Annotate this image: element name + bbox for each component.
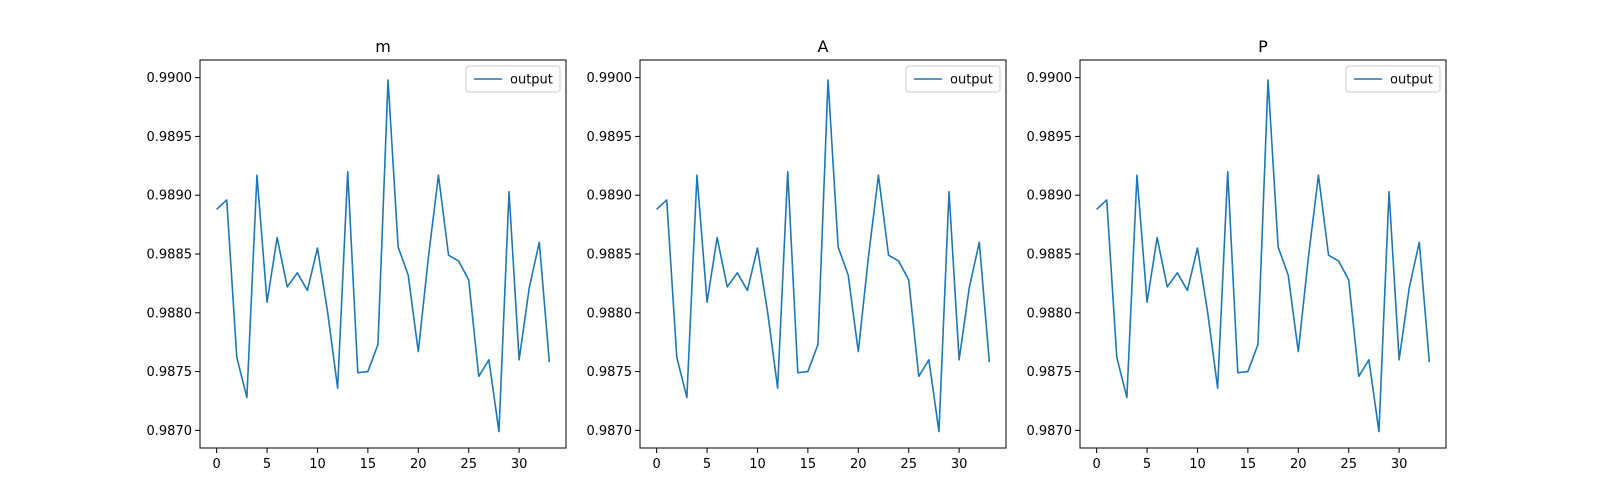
y-tick-label: 0.9870 [147, 424, 193, 439]
x-tick-label: 5 [263, 457, 271, 472]
x-tick-label: 5 [1143, 457, 1151, 472]
y-tick-label: 0.9870 [587, 424, 633, 439]
y-tick-label: 0.9900 [147, 71, 193, 86]
legend-label: output [1390, 73, 1433, 88]
x-tick-label: 10 [1189, 457, 1206, 472]
x-tick-label: 25 [1340, 457, 1357, 472]
legend-box [905, 65, 1001, 93]
y-tick-label: 0.9885 [147, 248, 193, 263]
subplot-0: m 0 5 10 15 20 25 30 0.9870 0.9875 0.9880 0.9885 0.9… [147, 37, 567, 472]
y-tick-label: 0.9880 [1027, 306, 1073, 321]
subplot-2: P 0 5 10 15 20 25 30 0.9870 0.9875 0.9880 0.9885 0.9… [1027, 37, 1447, 472]
x-tick-label: 0 [1092, 457, 1100, 472]
x-tick-label: 30 [951, 457, 968, 472]
legend: output [465, 65, 561, 93]
y-tick-label: 0.9895 [1027, 130, 1073, 145]
y-tick-label: 0.9875 [147, 365, 193, 380]
y-tick-label: 0.9900 [1027, 71, 1073, 86]
x-tick-label: 15 [800, 457, 817, 472]
y-tick-label: 0.9875 [1027, 365, 1073, 380]
axes-frame [639, 59, 1007, 449]
series-line-output [216, 79, 551, 433]
y-tick-label: 0.9870 [1027, 424, 1073, 439]
axes-frame [199, 59, 567, 449]
legend: output [905, 65, 1001, 93]
subplot-1: A 0 5 10 15 20 25 30 0.9870 0.9875 0.9880 0.9885 0.9… [587, 37, 1007, 472]
x-tick-label: 25 [900, 457, 917, 472]
x-tick-label: 0 [652, 457, 660, 472]
legend-label: output [510, 73, 553, 88]
x-tick-label: 10 [749, 457, 766, 472]
y-tick-label: 0.9880 [587, 306, 633, 321]
y-tick-label: 0.9895 [587, 130, 633, 145]
x-tick-label: 25 [460, 457, 477, 472]
y-tick-label: 0.9880 [147, 306, 193, 321]
y-tick-label: 0.9890 [587, 189, 633, 204]
x-tick-label: 10 [309, 457, 326, 472]
y-tick-label: 0.9890 [1027, 189, 1073, 204]
x-tick-label: 30 [511, 457, 528, 472]
y-tick-label: 0.9885 [1027, 248, 1073, 263]
y-tick-label: 0.9875 [587, 365, 633, 380]
legend-label: output [950, 73, 993, 88]
x-tick-label: 20 [850, 457, 867, 472]
y-tick-label: 0.9900 [587, 71, 633, 86]
legend-box [1345, 65, 1441, 93]
x-tick-label: 15 [360, 457, 377, 472]
chart-title: A [818, 37, 829, 56]
y-tick-label: 0.9885 [587, 248, 633, 263]
y-tick-label: 0.9890 [147, 189, 193, 204]
x-tick-label: 30 [1391, 457, 1408, 472]
chart-title: m [375, 37, 391, 56]
series-line-output [1096, 79, 1431, 433]
chart-title: P [1258, 37, 1268, 56]
x-tick-label: 20 [410, 457, 427, 472]
legend: output [1345, 65, 1441, 93]
x-tick-label: 20 [1290, 457, 1307, 472]
x-tick-label: 0 [212, 457, 220, 472]
series-line-output [656, 79, 991, 433]
x-tick-label: 15 [1240, 457, 1257, 472]
x-tick-label: 5 [703, 457, 711, 472]
y-tick-label: 0.9895 [147, 130, 193, 145]
axes-frame [1079, 59, 1447, 449]
legend-box [465, 65, 561, 93]
